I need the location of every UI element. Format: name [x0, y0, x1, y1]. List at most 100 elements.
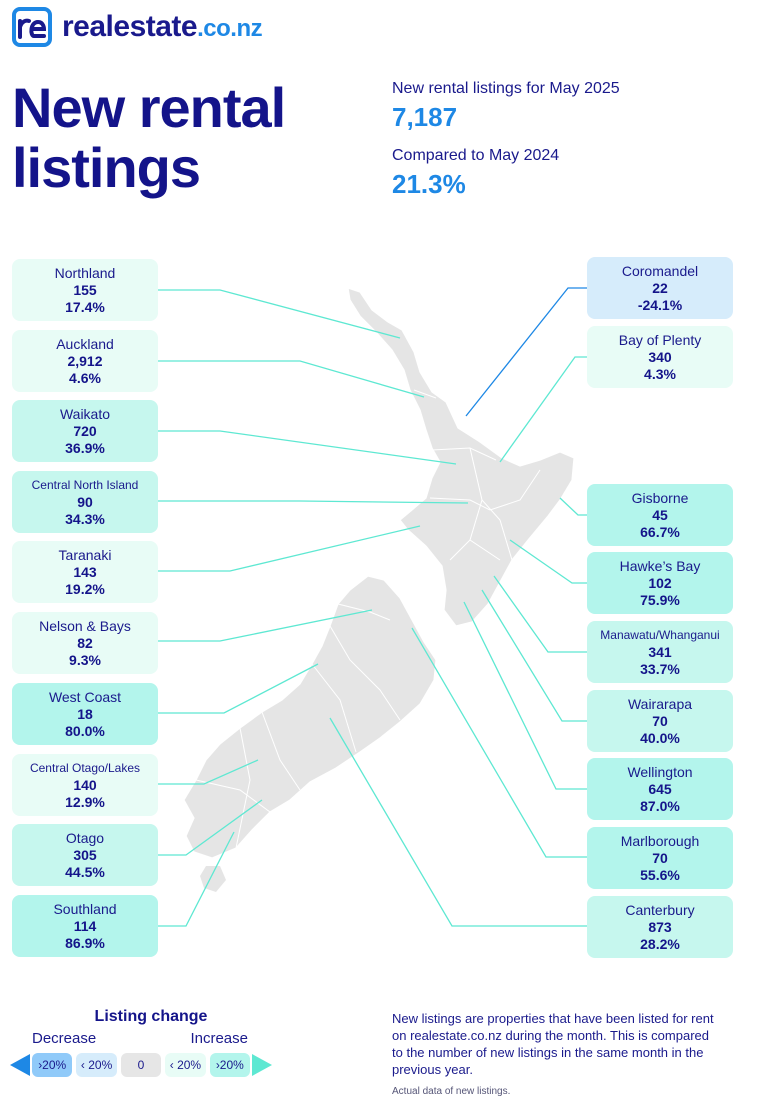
nz-map	[158, 287, 587, 927]
leader-marlborough	[411, 627, 587, 858]
region-name: Waikato	[59, 406, 111, 422]
region-name: Wairarapa	[627, 696, 693, 712]
region-count: 22	[652, 280, 668, 296]
leader-otago	[158, 799, 263, 856]
leader-west-coast	[158, 663, 319, 714]
leader-manawatu	[493, 575, 587, 653]
legend-chip-increase: ‹ 20%	[165, 1053, 206, 1077]
brand-logo[interactable]: realestate.co.nz	[12, 6, 263, 48]
region-pct: 36.9%	[65, 440, 105, 456]
region-pct: 86.9%	[65, 935, 105, 951]
region-count: 645	[648, 781, 672, 797]
north-island-shape	[347, 287, 575, 627]
region-pct: 80.0%	[65, 723, 105, 739]
leader-auckland	[158, 360, 425, 398]
leader-southland	[158, 831, 235, 927]
region-pct: 75.9%	[640, 592, 680, 608]
footnote-small: Actual data of new listings.	[392, 1086, 511, 1097]
region-card-marlborough: Marlborough 70 55.6%	[587, 827, 733, 889]
legend-decrease-label: Decrease	[32, 1030, 97, 1047]
leader-coromandel	[465, 287, 587, 417]
legend-chip-decrease: ‹ 20%	[76, 1053, 117, 1077]
arrow-right-icon	[252, 1054, 273, 1076]
region-pct: 12.9%	[65, 794, 105, 810]
leader-waikato	[158, 430, 457, 465]
region-count: 155	[73, 282, 97, 298]
region-pct: 40.0%	[640, 730, 680, 746]
current-label: New rental listings for May 2025	[392, 80, 620, 97]
region-pct: -24.1%	[637, 297, 683, 313]
legend-chip-strong-decrease: ›20%	[32, 1053, 73, 1077]
region-count: 873	[648, 919, 672, 935]
arrow-left-icon	[10, 1054, 30, 1076]
region-name: Northland	[54, 265, 116, 281]
region-name: Auckland	[56, 336, 114, 352]
region-card-taranaki: Taranaki 143 19.2%	[12, 541, 158, 603]
legend-increase-label: Increase	[190, 1030, 248, 1047]
region-card-manawatu-whanganui: Manawatu/Whanganui 341 33.7%	[587, 621, 733, 683]
region-count: 82	[77, 635, 93, 651]
region-card-gisborne: Gisborne 45 66.7%	[587, 484, 733, 546]
brand-name: realestate	[62, 10, 198, 43]
region-count: 720	[73, 423, 97, 439]
region-count: 340	[648, 349, 672, 365]
legend-chip-strong-increase: ›20%	[209, 1053, 251, 1077]
region-card-coromandel: Coromandel 22 -24.1%	[587, 257, 733, 319]
leader-wellington	[463, 601, 587, 790]
leader-nelson-bays	[158, 609, 373, 642]
region-card-northland: Northland 155 17.4%	[12, 259, 158, 321]
region-card-bay-of-plenty: Bay of Plenty 340 4.3%	[587, 326, 733, 388]
leader-lines-left	[158, 289, 469, 927]
region-name: Nelson & Bays	[39, 618, 131, 634]
region-card-canterbury: Canterbury 873 28.2%	[587, 896, 733, 958]
kpi-panel: New rental listings for May 2025 7,187 C…	[392, 80, 620, 214]
region-card-southland: Southland 114 86.9%	[12, 895, 158, 957]
legend-subtitles: Decrease Increase	[10, 1030, 272, 1047]
leader-central-north-island	[158, 500, 469, 504]
north-island-boundaries	[413, 389, 541, 561]
south-island-boundaries	[195, 603, 401, 849]
region-card-auckland: Auckland 2,912 4.6%	[12, 330, 158, 392]
page-title: New rental listings	[12, 78, 286, 199]
leader-bay-of-plenty	[499, 356, 587, 463]
leader-hawkes-bay	[509, 539, 587, 584]
region-pct: 4.6%	[69, 370, 101, 386]
legend: Listing change Decrease Increase ›20% ‹ …	[10, 1008, 273, 1077]
region-pct: 55.6%	[640, 867, 680, 883]
leader-central-otago	[158, 759, 259, 785]
region-count: 45	[652, 507, 668, 523]
brand-tld: .co.nz	[197, 15, 263, 42]
region-card-central-north-island: Central North Island 90 34.3%	[12, 471, 158, 533]
region-pct: 66.7%	[640, 524, 680, 540]
region-card-wairarapa: Wairarapa 70 40.0%	[587, 690, 733, 752]
stewart-island-shape	[200, 866, 226, 892]
region-pct: 87.0%	[640, 798, 680, 814]
compare-value: 21.3%	[392, 169, 466, 199]
region-name: Southland	[53, 901, 117, 917]
compare-label: Compared to May 2024	[392, 147, 560, 164]
region-card-hawkes-bay: Hawke’s Bay 102 75.9%	[587, 552, 733, 614]
leader-northland	[158, 289, 401, 339]
region-count: 90	[77, 494, 93, 510]
region-pct: 34.3%	[65, 511, 105, 527]
region-card-wellington: Wellington 645 87.0%	[587, 758, 733, 820]
region-name: Hawke’s Bay	[619, 558, 701, 574]
region-count: 18	[77, 706, 93, 722]
region-count: 341	[648, 644, 672, 660]
south-island-shape	[183, 575, 437, 859]
region-pct: 33.7%	[640, 661, 680, 677]
region-card-west-coast: West Coast 18 80.0%	[12, 683, 158, 745]
title-line-2: listings	[12, 136, 201, 199]
legend-title: Listing change	[94, 1008, 208, 1025]
legend-chip-neutral: 0	[120, 1053, 162, 1077]
leader-lines-right	[329, 287, 587, 927]
region-name: Canterbury	[625, 902, 695, 918]
region-pct: 28.2%	[640, 936, 680, 952]
region-card-otago: Otago 305 44.5%	[12, 824, 158, 886]
region-name: Otago	[65, 830, 105, 846]
region-pct: 44.5%	[65, 864, 105, 880]
region-card-nelson-bays: Nelson & Bays 82 9.3%	[12, 612, 158, 674]
region-count: 143	[73, 564, 97, 580]
region-card-waikato: Waikato 720 36.9%	[12, 400, 158, 462]
leader-gisborne	[559, 497, 587, 516]
